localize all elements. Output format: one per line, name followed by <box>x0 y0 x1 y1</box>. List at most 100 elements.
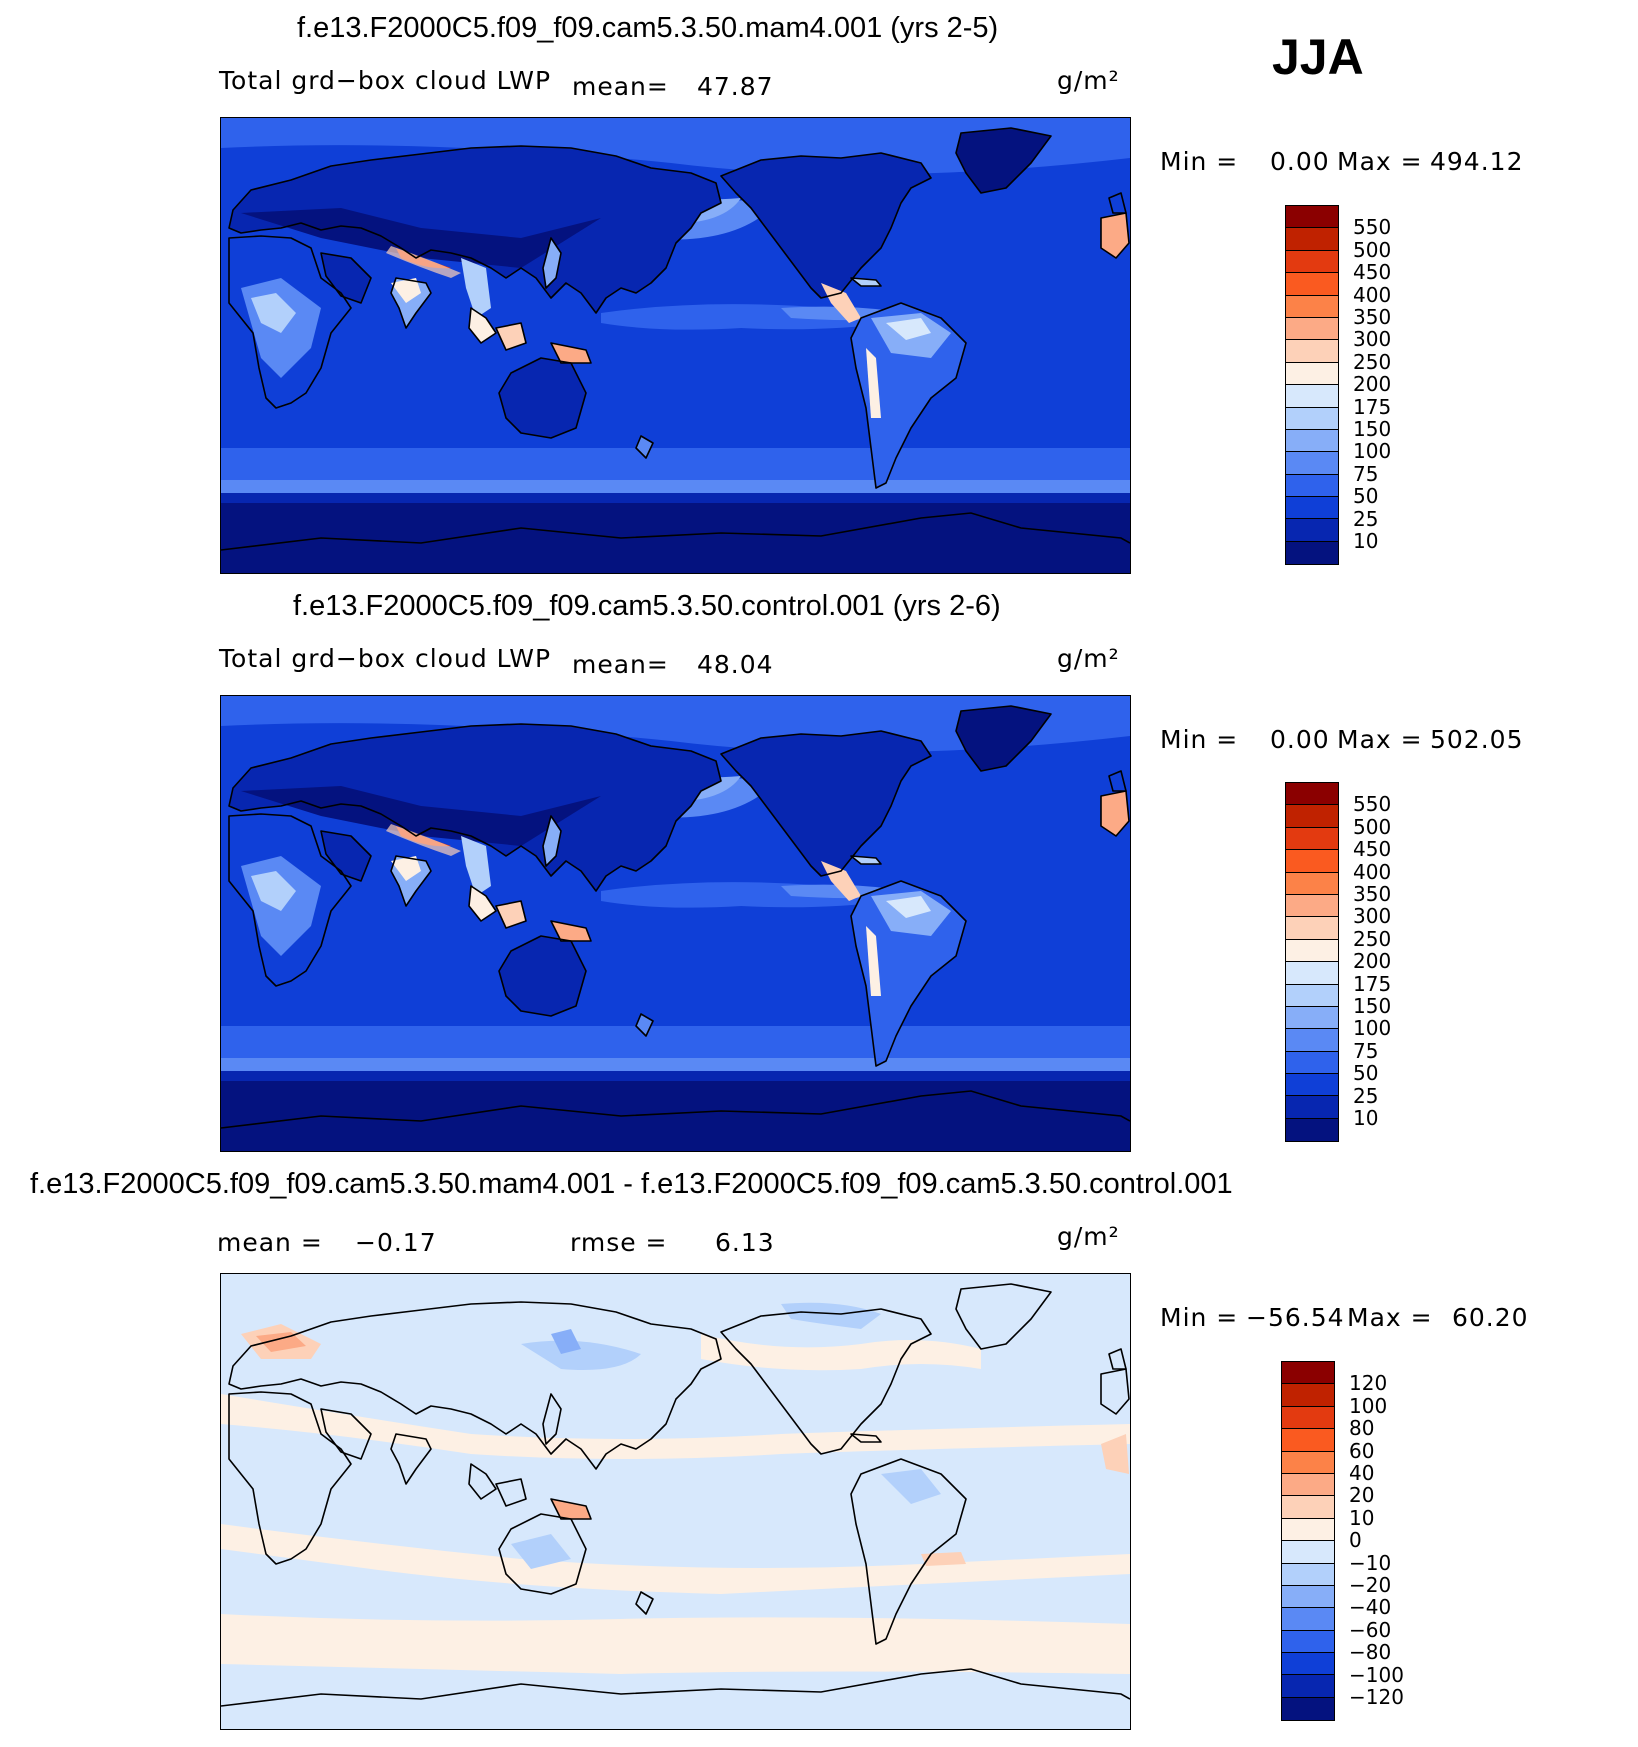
colorbar-tick-label: 150 <box>1353 994 1392 1018</box>
colorbar-tick-label: −80 <box>1349 1640 1392 1665</box>
panel2-max-label: Max = <box>1337 725 1423 754</box>
colorbar-box <box>1286 519 1338 542</box>
panel2-max-value: 502.05 <box>1430 725 1524 754</box>
panel1-colorbar <box>1285 205 1339 566</box>
panel1-map <box>220 117 1131 574</box>
panel3-rmse-value: 6.13 <box>715 1228 775 1257</box>
colorbar-box <box>1286 452 1338 475</box>
panel1-max-label: Max = <box>1337 147 1423 176</box>
colorbar-tick-label: 10 <box>1353 529 1379 553</box>
colorbar-box <box>1282 1563 1334 1586</box>
colorbar-box <box>1286 1096 1338 1119</box>
panel3-max-value: 60.20 <box>1452 1303 1529 1332</box>
colorbar-tick-label: 25 <box>1353 506 1379 531</box>
colorbar-box <box>1282 1473 1334 1497</box>
panel2-title: f.e13.F2000C5.f09_f09.cam5.3.50.control.… <box>293 590 1001 622</box>
colorbar-tick-label: 200 <box>1353 372 1392 397</box>
colorbar-box <box>1286 497 1338 520</box>
colorbar-box <box>1282 1362 1334 1385</box>
colorbar-box <box>1286 894 1338 918</box>
colorbar-box <box>1286 295 1338 318</box>
panel3-colorbar <box>1281 1361 1335 1722</box>
panel2-map <box>220 695 1131 1152</box>
colorbar-box <box>1286 783 1338 806</box>
colorbar-box <box>1286 850 1338 873</box>
colorbar-tick-label: 0 <box>1349 1528 1362 1553</box>
colorbar-tick-label: 350 <box>1353 882 1392 906</box>
colorbar-box <box>1286 474 1338 498</box>
colorbar-box <box>1286 228 1338 251</box>
colorbar-box <box>1286 872 1338 895</box>
colorbar-tick-label: 25 <box>1353 1083 1379 1108</box>
colorbar-box <box>1282 1518 1334 1542</box>
panel1-mean-label: mean= <box>572 72 669 101</box>
colorbar-box <box>1286 1051 1338 1075</box>
colorbar-tick-label: −100 <box>1349 1662 1404 1687</box>
colorbar-tick-label: 200 <box>1353 949 1392 974</box>
colorbar-tick-label: 500 <box>1353 814 1392 839</box>
colorbar-tick-label: 40 <box>1349 1461 1375 1485</box>
colorbar-tick-label: −120 <box>1349 1685 1404 1709</box>
panel2-min-value: 0.00 <box>1270 725 1330 754</box>
colorbar-box <box>1286 362 1338 386</box>
panel3-mean-label: mean = <box>217 1228 323 1257</box>
season-label: JJA <box>1272 29 1364 85</box>
panel3-min-label: Min = <box>1160 1303 1239 1332</box>
colorbar-box <box>1282 1675 1334 1698</box>
colorbar-box <box>1286 340 1338 363</box>
colorbar-tick-label: 100 <box>1353 439 1392 464</box>
panel1-variable-label: Total grd−box cloud LWP <box>219 66 552 95</box>
colorbar-tick-label: 100 <box>1349 1393 1388 1418</box>
colorbar-tick-label: 75 <box>1353 461 1379 486</box>
panel1-max-value: 494.12 <box>1430 147 1524 176</box>
panel1-min-label: Min = <box>1160 147 1239 176</box>
colorbar-tick-label: 50 <box>1353 1061 1379 1086</box>
panel3-rmse-label: rmse = <box>570 1228 668 1257</box>
colorbar-box <box>1282 1630 1334 1654</box>
colorbar-box <box>1286 827 1338 851</box>
colorbar-tick-label: 250 <box>1353 349 1392 374</box>
colorbar-box <box>1282 1608 1334 1631</box>
colorbar-box <box>1286 984 1338 1007</box>
colorbar-box <box>1286 1029 1338 1052</box>
colorbar-box <box>1286 541 1338 565</box>
colorbar-tick-label: 300 <box>1353 327 1392 352</box>
colorbar-tick-label: 120 <box>1349 1371 1388 1396</box>
panel2-variable-label: Total grd−box cloud LWP <box>219 644 552 673</box>
colorbar-box <box>1282 1653 1334 1676</box>
colorbar-tick-label: 300 <box>1353 904 1392 929</box>
colorbar-box <box>1282 1585 1334 1609</box>
colorbar-box <box>1286 805 1338 828</box>
panel2-mean-value: 48.04 <box>697 650 774 679</box>
colorbar-tick-label: 175 <box>1353 971 1392 996</box>
panel3-map <box>220 1273 1131 1730</box>
colorbar-tick-label: 250 <box>1353 926 1392 951</box>
panel3-mean-value: −0.17 <box>355 1228 437 1257</box>
colorbar-box <box>1282 1384 1334 1407</box>
colorbar-tick-label: 75 <box>1353 1038 1379 1063</box>
colorbar-box <box>1286 962 1338 985</box>
colorbar-box <box>1286 1006 1338 1030</box>
colorbar-tick-label: 20 <box>1349 1483 1375 1508</box>
colorbar-tick-label: −10 <box>1349 1550 1392 1575</box>
colorbar-tick-label: −20 <box>1349 1573 1392 1597</box>
colorbar-box <box>1282 1451 1334 1474</box>
panel2-units: g/m² <box>1057 644 1120 673</box>
colorbar-tick-label: 400 <box>1353 859 1392 884</box>
colorbar-box <box>1286 273 1338 296</box>
colorbar-box <box>1286 1074 1338 1097</box>
colorbar-tick-label: 175 <box>1353 394 1392 419</box>
colorbar-box <box>1286 385 1338 408</box>
colorbar-tick-label: 100 <box>1353 1016 1392 1041</box>
colorbar-box <box>1282 1496 1334 1519</box>
colorbar-tick-label: 50 <box>1353 484 1379 509</box>
colorbar-tick-label: −40 <box>1349 1595 1392 1620</box>
colorbar-box <box>1286 250 1338 274</box>
panel3-max-label: Max = <box>1347 1303 1433 1332</box>
colorbar-box <box>1282 1541 1334 1564</box>
panel3-units: g/m² <box>1057 1222 1120 1251</box>
colorbar-box <box>1286 317 1338 341</box>
panel1-min-value: 0.00 <box>1270 147 1330 176</box>
colorbar-tick-label: 450 <box>1353 837 1392 862</box>
colorbar-tick-label: 10 <box>1349 1505 1375 1530</box>
